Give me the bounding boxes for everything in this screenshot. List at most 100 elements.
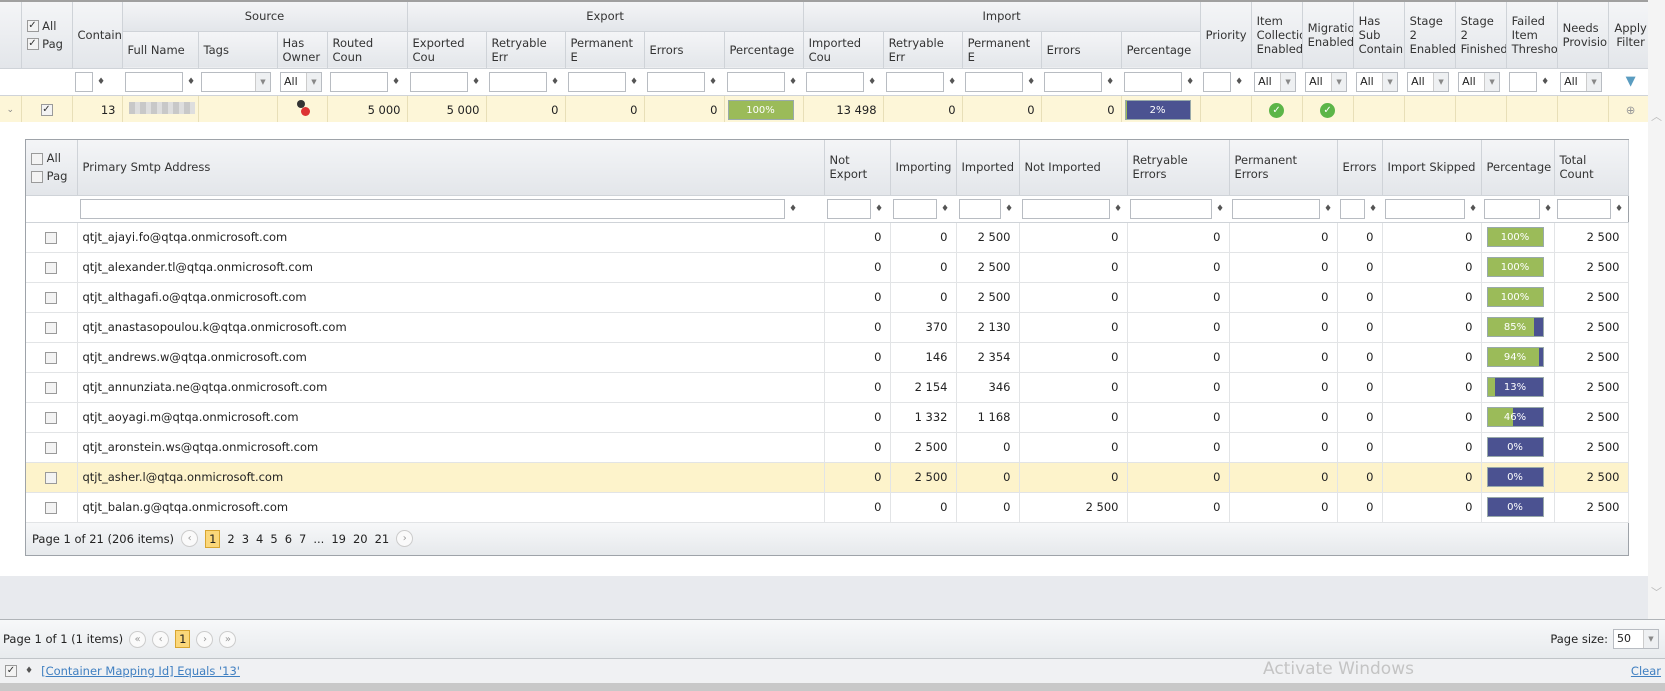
- filter-pin-icon[interactable]: ♦: [630, 76, 639, 87]
- header-migration[interactable]: Migratio Enabled: [1302, 2, 1354, 69]
- mailbox-row[interactable]: qtjt_alexander.tl@qtqa.onmicrosoft.com 0 0…: [26, 252, 1629, 283]
- filter-pin-icon[interactable]: ♦: [789, 203, 798, 214]
- mailbox-row[interactable]: qtjt_anastasopoulou.k@qtqa.onmicrosoft.c…: [26, 312, 1629, 343]
- filter-input[interactable]: [959, 198, 1001, 219]
- filter-pin-icon[interactable]: ♦: [1186, 76, 1195, 87]
- header-import-retryable[interactable]: Retryable Err: [883, 31, 963, 69]
- filter-pin-icon[interactable]: ♦: [868, 76, 877, 87]
- filter-pin-icon[interactable]: ♦: [941, 203, 950, 214]
- header-has-sub[interactable]: Has Sub Contain: [1353, 2, 1405, 69]
- filter-input[interactable]: [1484, 198, 1540, 219]
- filter-pin-icon[interactable]: ♦: [789, 76, 798, 87]
- filter-input[interactable]: [75, 71, 93, 92]
- select-all-checkbox[interactable]: [31, 152, 43, 165]
- filter-expression-link[interactable]: [Container Mapping Id] Equals '13': [41, 664, 240, 678]
- header-not-imported[interactable]: Not Imported: [1019, 140, 1128, 196]
- filter-pin-icon[interactable]: ♦: [875, 203, 884, 214]
- page-4-button[interactable]: 4: [256, 531, 264, 546]
- filter-input[interactable]: [1385, 198, 1465, 219]
- header-errors[interactable]: Errors: [1337, 140, 1383, 196]
- row-checkbox[interactable]: [45, 351, 58, 364]
- filter-pin-icon[interactable]: ♦: [1615, 203, 1624, 214]
- header-export-retryable[interactable]: Retryable Err: [486, 31, 566, 69]
- row-checkbox[interactable]: [45, 471, 58, 484]
- filter-pin-icon[interactable]: ♦: [1369, 203, 1378, 214]
- page-19-button[interactable]: 19: [331, 531, 346, 546]
- filter-input[interactable]: [1044, 71, 1103, 92]
- header-failed-threshold[interactable]: Failed Item Thresho: [1506, 2, 1558, 69]
- filter-pin-icon[interactable]: ♦: [1324, 203, 1333, 214]
- filter-input[interactable]: [80, 198, 785, 219]
- apply-filter-icon[interactable]: ▼: [1625, 74, 1636, 89]
- filter-input[interactable]: [893, 198, 937, 219]
- prev-page-button[interactable]: ‹: [152, 630, 170, 648]
- header-full-name[interactable]: Full Name: [122, 31, 199, 69]
- last-page-button[interactable]: »: [219, 630, 237, 648]
- header-import-errors[interactable]: Errors: [1041, 31, 1122, 69]
- filter-enabled-checkbox[interactable]: ✓: [5, 665, 17, 677]
- filter-select[interactable]: All ▼: [1254, 71, 1297, 92]
- filter-input[interactable]: [647, 71, 705, 92]
- header-export-errors[interactable]: Errors: [644, 31, 725, 69]
- row-checkbox[interactable]: [45, 291, 58, 304]
- page-7-button[interactable]: 7: [299, 531, 307, 546]
- header-needs-provision[interactable]: Needs Provisio: [1557, 2, 1609, 69]
- filter-pin-icon[interactable]: ♦: [1216, 203, 1225, 214]
- zoom-details-icon[interactable]: ⊕: [1608, 95, 1654, 124]
- mailbox-row[interactable]: qtjt_aronstein.ws@qtqa.onmicrosoft.com 0 2…: [26, 432, 1629, 463]
- next-page-button[interactable]: ›: [196, 630, 214, 648]
- filter-input[interactable]: [489, 71, 547, 92]
- filter-pin-icon[interactable]: ♦: [1106, 76, 1115, 87]
- filter-input[interactable]: [965, 71, 1024, 92]
- filter-pin-icon[interactable]: ♦: [551, 76, 560, 87]
- row-checkbox[interactable]: [45, 441, 58, 454]
- filter-input[interactable]: [125, 71, 183, 92]
- header-retryable-errors[interactable]: Retryable Errors: [1127, 140, 1230, 196]
- page-3-button[interactable]: 3: [241, 531, 250, 546]
- page-6-button[interactable]: 6: [284, 531, 293, 546]
- row-checkbox[interactable]: [45, 231, 58, 244]
- filter-select[interactable]: All ▼: [1305, 71, 1348, 92]
- header-export-percentage[interactable]: Percentage: [724, 31, 804, 69]
- filter-pin-icon[interactable]: ♦: [1544, 203, 1553, 214]
- header-imported[interactable]: Imported Cou: [803, 31, 884, 69]
- filter-pin-icon[interactable]: ♦: [392, 76, 401, 87]
- filter-pin-icon[interactable]: ♦: [187, 76, 196, 87]
- expand-chevron-icon[interactable]: ⌄: [0, 95, 22, 124]
- header-routed[interactable]: Routed Coun: [327, 31, 408, 69]
- header-import-percentage[interactable]: Percentage: [1121, 31, 1201, 69]
- filter-input[interactable]: [1130, 198, 1212, 219]
- filter-select[interactable]: All ▼: [1356, 71, 1399, 92]
- filter-input[interactable]: [827, 198, 871, 219]
- filter-pin-icon[interactable]: ♦: [1005, 203, 1014, 214]
- header-exported[interactable]: Exported Cou: [407, 31, 487, 69]
- header-tags[interactable]: Tags: [198, 31, 278, 69]
- filter-input[interactable]: [1203, 71, 1232, 92]
- header-stage2-finished[interactable]: Stage 2 Finished: [1455, 2, 1507, 69]
- select-page-checkbox[interactable]: [31, 170, 43, 183]
- header-total-count[interactable]: Total Count: [1554, 140, 1629, 196]
- mailbox-row[interactable]: qtjt_balan.g@qtqa.onmicrosoft.com 0 0 0 2 50…: [26, 492, 1629, 523]
- header-percentage[interactable]: Percentage: [1481, 140, 1555, 196]
- filter-input[interactable]: [1557, 198, 1611, 219]
- filter-select[interactable]: All ▼: [1560, 71, 1603, 92]
- filter-input[interactable]: [806, 71, 865, 92]
- filter-input[interactable]: [1232, 198, 1320, 219]
- filter-pin-icon[interactable]: ♦: [709, 76, 718, 87]
- mailbox-row[interactable]: qtjt_annunziata.ne@qtqa.onmicrosoft.com 0…: [26, 372, 1629, 403]
- row-checkbox[interactable]: [45, 501, 58, 514]
- prev-page-button[interactable]: ‹: [181, 530, 199, 547]
- filter-select[interactable]: All ▼: [280, 71, 322, 92]
- clear-filter-link[interactable]: Clear: [1630, 664, 1661, 678]
- filter-pin-icon[interactable]: ♦: [1541, 76, 1550, 87]
- row-checkbox[interactable]: ✓: [40, 104, 53, 117]
- mailbox-row[interactable]: qtjt_andrews.w@qtqa.onmicrosoft.com 0 146 2…: [26, 342, 1629, 373]
- mailbox-row[interactable]: qtjt_althagafi.o@qtqa.onmicrosoft.com 0 0 2…: [26, 282, 1629, 313]
- header-importing[interactable]: Importing: [890, 140, 957, 196]
- header-import-skipped[interactable]: Import Skipped: [1382, 140, 1482, 196]
- filter-input[interactable]: [1340, 198, 1365, 219]
- header-imported[interactable]: Imported: [956, 140, 1020, 196]
- filter-input[interactable]: [727, 71, 785, 92]
- filter-input[interactable]: [330, 71, 388, 92]
- page-size-select[interactable]: 50 ▼: [1613, 629, 1659, 649]
